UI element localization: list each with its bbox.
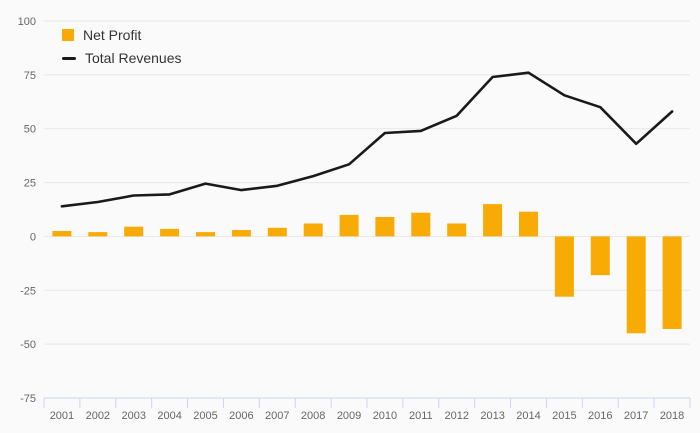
bar-2018[interactable] <box>662 236 682 329</box>
bar-2002[interactable] <box>88 232 108 237</box>
x-axis-label-2018: 2018 <box>660 410 684 422</box>
bar-2016[interactable] <box>590 236 610 276</box>
x-axis-label-2007: 2007 <box>265 410 289 422</box>
x-axis-label-2003: 2003 <box>121 410 145 422</box>
bar-2012[interactable] <box>447 223 467 237</box>
y-axis-label-25: 25 <box>24 178 36 190</box>
x-axis-label-2009: 2009 <box>337 410 361 422</box>
net-profit-swatch-icon <box>62 29 74 41</box>
y-axis-label-50: 50 <box>24 124 36 136</box>
y-axis-label-75: 75 <box>24 70 36 82</box>
bar-2008[interactable] <box>303 223 323 237</box>
bar-2009[interactable] <box>339 214 359 237</box>
x-axis-label-2014: 2014 <box>516 410 540 422</box>
bar-2004[interactable] <box>160 228 180 237</box>
y-axis-label--75: -75 <box>20 393 36 405</box>
legend-item-net-profit[interactable]: Net Profit <box>62 27 182 43</box>
x-axis-label-2005: 2005 <box>193 410 217 422</box>
legend: Net Profit Total Revenues <box>62 27 182 66</box>
x-axis-label-2010: 2010 <box>373 410 397 422</box>
total-revenues-line[interactable] <box>60 71 674 208</box>
x-axis-label-2015: 2015 <box>552 410 576 422</box>
x-axis-label-2001: 2001 <box>50 410 74 422</box>
bar-2015[interactable] <box>554 236 574 297</box>
bar-2003[interactable] <box>124 226 144 237</box>
bar-2010[interactable] <box>375 217 395 237</box>
legend-item-total-revenues[interactable]: Total Revenues <box>62 50 182 66</box>
bar-2006[interactable] <box>231 230 251 237</box>
bar-2011[interactable] <box>411 212 431 237</box>
x-axis-label-2006: 2006 <box>229 410 253 422</box>
x-axis-label-2017: 2017 <box>624 410 648 422</box>
bar-2001[interactable] <box>52 231 72 237</box>
y-axis-label-0: 0 <box>30 231 36 243</box>
legend-label-total-revenues: Total Revenues <box>85 50 182 66</box>
x-axis-label-2008: 2008 <box>301 410 325 422</box>
x-axis-label-2016: 2016 <box>588 410 612 422</box>
bar-2013[interactable] <box>483 204 503 237</box>
bar-2005[interactable] <box>196 232 215 237</box>
x-axis-label-2002: 2002 <box>86 410 110 422</box>
bar-2007[interactable] <box>267 227 287 237</box>
bar-2017[interactable] <box>626 236 646 334</box>
x-axis-label-2013: 2013 <box>480 410 504 422</box>
total-revenues-swatch-icon <box>62 56 76 60</box>
y-axis-label-100: 100 <box>18 16 36 28</box>
y-axis-label--25: -25 <box>20 285 36 297</box>
x-axis-label-2012: 2012 <box>444 410 468 422</box>
x-axis-label-2004: 2004 <box>157 410 181 422</box>
x-axis-label-2011: 2011 <box>409 410 433 422</box>
bar-2014[interactable] <box>519 211 538 237</box>
legend-label-net-profit: Net Profit <box>83 27 142 43</box>
y-axis-label--50: -50 <box>20 339 36 351</box>
